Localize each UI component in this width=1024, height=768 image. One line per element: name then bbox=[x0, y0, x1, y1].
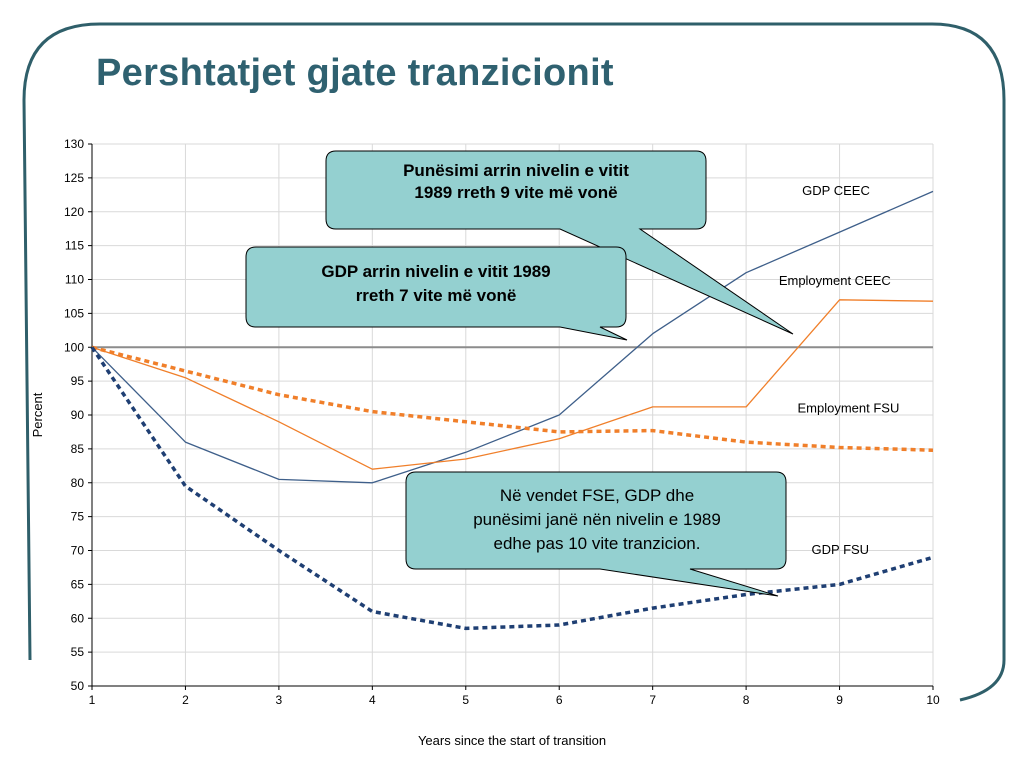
x-tick-label: 10 bbox=[926, 693, 940, 707]
x-tick-label: 3 bbox=[276, 693, 283, 707]
x-tick-label: 7 bbox=[649, 693, 656, 707]
callout-bubble bbox=[325, 150, 794, 335]
y-tick-label: 125 bbox=[64, 171, 84, 185]
series-label: GDP CEEC bbox=[802, 183, 870, 198]
y-tick-label: 105 bbox=[64, 306, 84, 320]
y-tick-label: 55 bbox=[71, 645, 85, 659]
callout-line: edhe pas 10 vite tranzicion. bbox=[493, 534, 701, 553]
y-tick-label: 70 bbox=[71, 544, 85, 558]
x-axis-title: Years since the start of transition bbox=[418, 733, 606, 748]
series-line-employment-fsu bbox=[91, 345, 934, 452]
callout-employment-recovery-text: Punësimi arrin nivelin e vitit 1989 rret… bbox=[330, 160, 702, 204]
axes: 5055606570758085909510010511011512012513… bbox=[64, 137, 940, 707]
slide-title: Pershtatjet gjate tranzicionit bbox=[96, 52, 614, 94]
series-lines bbox=[90, 190, 934, 631]
series-labels: GDP CEEC Employment CEEC Employment FSU GDP… bbox=[779, 183, 900, 557]
callout-fsu-text: Në vendet FSE, GDP dhe punësimi janë nën… bbox=[410, 484, 784, 556]
series-line-employment-ceec bbox=[91, 299, 934, 470]
callouts bbox=[245, 150, 794, 597]
y-tick-label: 110 bbox=[65, 273, 84, 287]
x-tick-label: 9 bbox=[836, 693, 843, 707]
x-tick-label: 5 bbox=[462, 693, 469, 707]
series-line-gdp-fsu bbox=[90, 346, 934, 631]
x-tick-label: 8 bbox=[743, 693, 750, 707]
series-label: Employment FSU bbox=[798, 400, 900, 415]
callout-gdp-recovery-text: GDP arrin nivelin e vitit 1989 rreth 7 v… bbox=[249, 260, 623, 308]
y-tick-label: 130 bbox=[64, 137, 84, 151]
y-tick-label: 50 bbox=[71, 679, 85, 693]
x-tick-label: 4 bbox=[369, 693, 376, 707]
y-tick-label: 65 bbox=[71, 577, 85, 591]
y-tick-label: 115 bbox=[65, 239, 84, 253]
callout-line: Punësimi arrin nivelin e vitit bbox=[403, 161, 629, 180]
y-tick-label: 120 bbox=[64, 205, 84, 219]
x-tick-label: 2 bbox=[182, 693, 189, 707]
callout-bubble bbox=[245, 246, 628, 341]
series-line-gdp-ceec bbox=[91, 190, 934, 484]
callout-line: punësimi janë nën nivelin e 1989 bbox=[473, 510, 721, 529]
y-tick-label: 75 bbox=[71, 510, 85, 524]
rounded-frame-border bbox=[22, 22, 1006, 702]
callout-line: Në vendet FSE, GDP dhe bbox=[499, 486, 695, 505]
x-tick-label: 1 bbox=[89, 693, 96, 707]
y-tick-label: 85 bbox=[71, 442, 85, 456]
callout-line: rreth 7 vite më vonë bbox=[355, 286, 517, 305]
x-tick-label: 6 bbox=[556, 693, 563, 707]
callout-line: GDP arrin nivelin e vitit 1989 bbox=[321, 262, 551, 281]
y-tick-label: 95 bbox=[71, 374, 85, 388]
gridlines bbox=[91, 143, 934, 687]
y-tick-label: 80 bbox=[71, 476, 85, 490]
series-label: GDP FSU bbox=[812, 542, 870, 557]
callout-bubble bbox=[405, 471, 787, 597]
y-tick-label: 90 bbox=[71, 408, 85, 422]
callout-line: 1989 rreth 9 vite më vonë bbox=[414, 183, 618, 202]
series-label: Employment CEEC bbox=[779, 273, 891, 288]
y-tick-label: 60 bbox=[71, 611, 85, 625]
y-axis-title: Percent bbox=[30, 392, 45, 437]
y-tick-label: 100 bbox=[64, 340, 84, 354]
